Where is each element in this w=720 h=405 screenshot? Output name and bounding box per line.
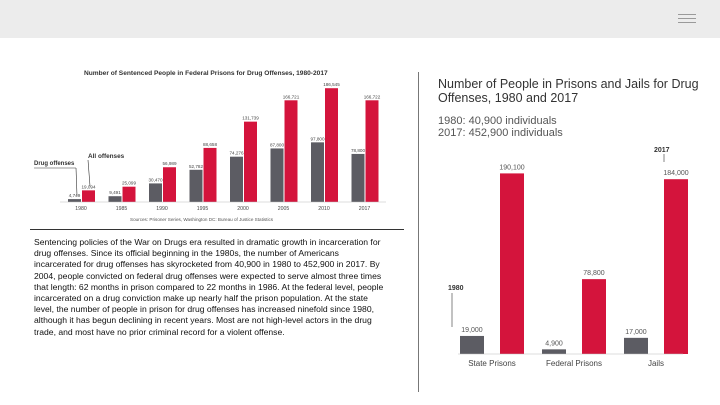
chart1-tick-2000: 2000 [237, 206, 249, 212]
chart2-title-line2: Offenses, 1980 and 2017 [438, 91, 578, 105]
chart1-bar-drug-2017 [351, 153, 365, 202]
top-bar [0, 0, 720, 38]
caption-text: Sentencing policies of the War on Drugs … [34, 237, 384, 337]
chart1-tick-2005: 2005 [278, 206, 290, 212]
chart1-title: Number of Sentenced People in Federal Pr… [84, 70, 328, 77]
chart2-label-1980-federal-prisons: 4,900 [545, 340, 563, 347]
chart1-label-all-2017: 166,722 [364, 94, 381, 99]
year-tag-1980: 1980 [448, 285, 464, 292]
summary-2017: 2017: 452,900 individuals [438, 127, 563, 139]
summary-1980: 1980: 40,900 individuals [438, 115, 557, 127]
chart1-label-all-1995: 88,658 [203, 142, 217, 147]
chart2-title-line1: Number of People in Prisons and Jails fo… [438, 77, 698, 91]
chart1-label-all-1980: 19,094 [81, 184, 95, 189]
chart1-bar-all-1995 [203, 147, 217, 202]
chart1-label-all-1985: 25,099 [122, 181, 136, 186]
chart2-label-1980-state-prisons: 19,000 [461, 327, 483, 334]
chart1-label-all-1990: 56,989 [162, 161, 176, 166]
vertical-divider [418, 72, 419, 392]
chart1-bar-all-2000 [244, 121, 257, 202]
hamburger-menu-icon[interactable] [678, 14, 696, 24]
chart2-label-2017-state-prisons: 190,100 [499, 164, 524, 171]
chart1-label-drug-1985: 9,491 [109, 190, 121, 195]
chart1-bar-drug-2005 [270, 148, 284, 202]
chart1-tick-2010: 2010 [318, 206, 330, 212]
chart1-bar-all-1990 [163, 167, 176, 202]
chart1-label-drug-1995: 52,782 [189, 164, 203, 169]
chart2-tick-federal-prisons: Federal Prisons [546, 359, 602, 368]
chart1-label-drug-2010: 97,800 [310, 136, 324, 141]
chart1-bar-all-2010 [325, 88, 338, 202]
chart1-bar-drug-1995 [189, 169, 203, 202]
chart1-bar-all-2005 [284, 100, 298, 202]
chart1-tick-2017: 2017 [359, 206, 371, 212]
chart2-bar-2017-jails [664, 179, 688, 354]
chart1-label-drug-2000: 74,276 [229, 151, 243, 156]
chart1-bar-drug-2000 [230, 156, 243, 202]
chart1-tick-1980: 1980 [75, 206, 87, 212]
year-tag-2017: 2017 [654, 147, 670, 154]
chart1-source: Sources: Prisoner Series, Washington DC:… [130, 217, 274, 222]
chart2-bar-1980-federal-prisons [542, 349, 566, 354]
chart1-bar-all-1980 [82, 190, 95, 202]
chart1-label-drug-1990: 30,470 [148, 177, 162, 182]
chart1-tick-1985: 1985 [116, 206, 128, 212]
chart1-label-all-2010: 186,545 [323, 82, 340, 87]
chart2-label-2017-federal-prisons: 78,800 [583, 270, 605, 277]
chart1-bar-all-1985 [122, 186, 136, 202]
legend-all-pointer [87, 159, 91, 187]
chart2-label-1980-jails: 17,000 [625, 329, 647, 336]
chart1-bar-drug-1985 [108, 196, 122, 202]
chart2-bar-1980-state-prisons [460, 335, 484, 354]
chart1-tick-1990: 1990 [156, 206, 168, 212]
chart1-bar-all-2017 [365, 100, 379, 202]
chart1-label-drug-2017: 78,800 [351, 148, 365, 153]
chart2-bar-1980-jails [624, 337, 648, 354]
chart1-label-drug-2005: 87,800 [270, 142, 284, 147]
chart2-bar-2017-state-prisons [500, 173, 524, 354]
prisons-jails-chart: Number of People in Prisons and Jails fo… [438, 77, 698, 368]
chart1-label-all-2000: 131,739 [242, 116, 259, 121]
chart2-tick-jails: Jails [648, 359, 664, 368]
caption-divider [30, 229, 404, 230]
chart2-label-2017-jails: 184,000 [663, 170, 688, 177]
chart1-bar-drug-1990 [149, 183, 162, 202]
federal-prisons-chart: Number of Sentenced People in Federal Pr… [34, 70, 386, 222]
chart1-bar-drug-1980 [68, 199, 81, 202]
chart2-tick-state-prisons: State Prisons [468, 359, 516, 368]
chart1-label-all-2005: 166,721 [283, 94, 300, 99]
legend-drug-offenses: Drug offenses [34, 161, 75, 167]
legend-drug-pointer-2 [75, 167, 78, 197]
legend-all-offenses: All offenses [88, 153, 125, 160]
chart1-tick-1995: 1995 [197, 206, 209, 212]
chart1-bar-drug-2010 [311, 142, 324, 202]
chart1-label-drug-1980: 4,749 [69, 193, 81, 198]
chart2-bar-2017-federal-prisons [582, 279, 606, 354]
